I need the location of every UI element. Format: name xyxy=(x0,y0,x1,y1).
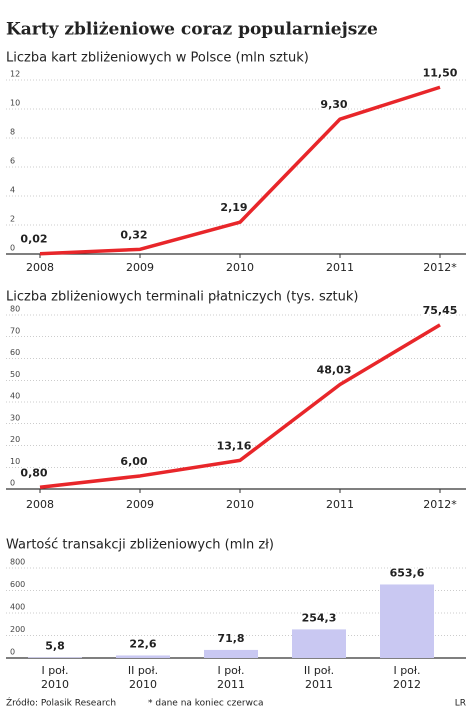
chart-subtitle: Liczba zbliżeniowych terminali płatniczy… xyxy=(6,290,358,305)
x-tick-label: 2009 xyxy=(126,261,154,274)
x-tick-label: 2008 xyxy=(26,498,54,511)
bar xyxy=(116,655,170,658)
x-tick-label: 2010 xyxy=(129,678,157,691)
value-label: 6,00 xyxy=(120,455,147,468)
y-tick-label: 10 xyxy=(10,99,20,108)
value-label: 0,32 xyxy=(120,228,147,241)
credit: LR xyxy=(455,699,466,709)
y-tick-label: 2 xyxy=(10,215,15,224)
y-tick-label: 20 xyxy=(10,435,20,444)
x-tick-label: I poł. xyxy=(41,664,68,677)
y-tick-label: 0 xyxy=(10,648,15,657)
x-tick-label: 2010 xyxy=(226,498,254,511)
value-label: 48,03 xyxy=(317,364,352,377)
y-tick-label: 12 xyxy=(10,70,20,79)
value-label: 71,8 xyxy=(217,632,244,645)
x-tick-label: 2011 xyxy=(326,498,354,511)
x-tick-label: 2010 xyxy=(41,678,69,691)
x-tick-label: 2011 xyxy=(217,678,245,691)
y-tick-label: 40 xyxy=(10,392,20,401)
bar xyxy=(292,629,346,658)
x-tick-label: 2010 xyxy=(226,261,254,274)
value-label: 75,45 xyxy=(423,304,458,317)
x-tick-label: 2012* xyxy=(423,261,457,274)
value-label: 2,19 xyxy=(220,201,247,214)
value-label: 5,8 xyxy=(45,639,65,652)
y-tick-label: 60 xyxy=(10,348,20,357)
value-label: 11,50 xyxy=(423,66,458,79)
value-label: 9,30 xyxy=(320,98,347,111)
y-tick-label: 8 xyxy=(10,128,15,137)
chart-subtitle: Wartość transakcji zbliżeniowych (mln zł… xyxy=(6,538,274,553)
data-line xyxy=(39,85,441,256)
y-tick-label: 400 xyxy=(10,603,25,612)
value-label: 13,16 xyxy=(217,439,252,452)
bar xyxy=(28,657,82,658)
x-tick-label: II poł. xyxy=(128,664,158,677)
y-tick-label: 6 xyxy=(10,157,15,166)
y-tick-label: 4 xyxy=(10,186,15,195)
x-tick-label: II poł. xyxy=(304,664,334,677)
y-tick-label: 80 xyxy=(10,305,20,314)
data-line xyxy=(39,323,441,489)
y-tick-label: 10 xyxy=(10,457,20,466)
value-label: 0,80 xyxy=(20,466,47,479)
y-tick-label: 800 xyxy=(10,558,25,567)
page-title: Karty zbliżeniowe coraz popularniejsze xyxy=(6,20,378,40)
chart-subtitle: Liczba kart zbliżeniowych w Polsce (mln … xyxy=(6,51,309,66)
x-tick-label: 2012 xyxy=(393,678,421,691)
bar xyxy=(204,649,258,658)
y-tick-label: 30 xyxy=(10,413,20,422)
x-tick-label: I poł. xyxy=(217,664,244,677)
note: * dane na koniec czerwca xyxy=(148,699,263,709)
y-tick-label: 600 xyxy=(10,580,25,589)
y-tick-label: 0 xyxy=(10,479,15,488)
value-label: 653,6 xyxy=(390,566,425,579)
y-tick-label: 0 xyxy=(10,244,15,253)
source: Źródło: Polasik Research xyxy=(6,697,116,709)
value-label: 254,3 xyxy=(302,611,337,624)
bar xyxy=(380,584,434,658)
x-tick-label: 2009 xyxy=(126,498,154,511)
value-label: 22,6 xyxy=(129,637,156,650)
x-tick-label: I poł. xyxy=(393,664,420,677)
y-tick-label: 200 xyxy=(10,625,25,634)
x-tick-label: 2011 xyxy=(305,678,333,691)
x-tick-label: 2011 xyxy=(326,261,354,274)
y-tick-label: 70 xyxy=(10,326,20,335)
y-tick-label: 50 xyxy=(10,370,20,379)
x-tick-label: 2012* xyxy=(423,498,457,511)
x-tick-label: 2008 xyxy=(26,261,54,274)
value-label: 0,02 xyxy=(20,233,47,246)
